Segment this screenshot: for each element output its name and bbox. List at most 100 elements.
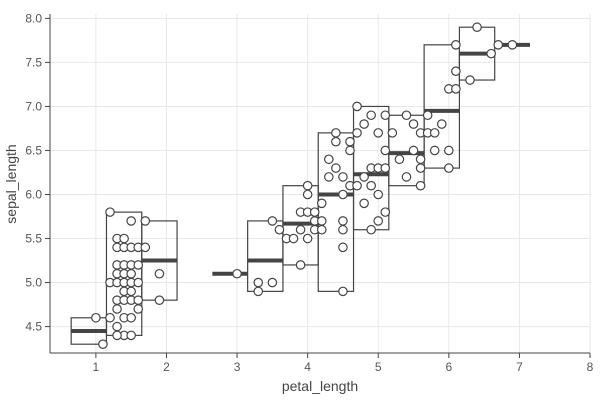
data-point [267, 277, 278, 288]
data-point [465, 75, 475, 85]
y-tick-label: 7.0 [25, 99, 42, 113]
y-tick-label: 5.0 [25, 276, 42, 290]
y-tick-label: 4.5 [25, 320, 42, 334]
data-point [366, 180, 376, 191]
data-point [316, 198, 327, 209]
data-point [267, 216, 278, 226]
data-point [112, 330, 122, 341]
data-point [331, 136, 341, 147]
x-tick-label: 2 [163, 360, 170, 374]
x-tick-label: 8 [587, 360, 594, 374]
data-point [133, 260, 144, 270]
data-point [401, 172, 412, 182]
y-axis-title: sepal_length [3, 144, 19, 223]
data-point [444, 145, 454, 156]
data-point [126, 268, 136, 279]
data-point [338, 216, 348, 226]
data-point [295, 224, 306, 235]
data-point [345, 145, 355, 156]
data-point [380, 110, 391, 121]
data-point [359, 172, 369, 182]
data-point [352, 180, 362, 191]
data-point [408, 119, 419, 129]
x-tick-label: 4 [304, 360, 311, 374]
data-point [133, 295, 144, 305]
data-point [274, 224, 285, 235]
data-point [486, 48, 496, 59]
data-point [429, 145, 440, 156]
data-point [338, 172, 348, 182]
data-point [338, 224, 348, 235]
data-point [112, 304, 122, 314]
data-point [126, 312, 136, 323]
data-point [359, 119, 369, 129]
data-point [112, 321, 122, 332]
data-point [331, 163, 341, 173]
data-point [401, 110, 412, 121]
x-tick-label: 7 [516, 360, 523, 374]
data-point [373, 216, 384, 226]
data-point [472, 22, 482, 33]
data-point [451, 40, 461, 50]
x-tick-label: 5 [375, 360, 382, 374]
data-point [415, 154, 426, 165]
data-point [338, 189, 348, 200]
data-point [338, 286, 348, 297]
axes: 1 2 3 4 5 6 7 8 4.5 5.0 5.5 6.0 6.5 7.0 7.5 8.0 [25, 11, 593, 374]
y-tick-label: 7.5 [25, 55, 42, 69]
data-point [345, 136, 355, 147]
data-point [105, 312, 115, 323]
data-point [380, 145, 391, 156]
data-point [133, 304, 144, 314]
data-point [380, 207, 391, 217]
x-tick-label: 3 [234, 360, 241, 374]
data-point [359, 198, 369, 209]
data-point [253, 277, 264, 288]
data-point [429, 128, 440, 138]
data-point [154, 268, 165, 279]
data-point [295, 260, 306, 270]
points [91, 22, 518, 349]
data-point [316, 216, 327, 226]
data-point [380, 163, 391, 173]
data-point [387, 128, 398, 138]
data-point [408, 145, 419, 156]
data-point [126, 286, 136, 297]
data-point [338, 242, 348, 253]
data-point [331, 128, 341, 138]
data-point [451, 84, 461, 94]
y-tick-label: 6.5 [25, 143, 42, 157]
data-point [366, 110, 376, 121]
data-point [324, 172, 334, 182]
data-point [126, 216, 136, 226]
data-point [140, 242, 151, 253]
data-point [105, 207, 115, 217]
data-point [302, 189, 313, 200]
data-point [316, 224, 327, 235]
data-point [507, 40, 518, 50]
data-point [91, 312, 101, 323]
data-point [133, 277, 144, 288]
data-point [302, 180, 313, 191]
x-axis-title: petal_length [282, 378, 358, 394]
data-point [366, 224, 376, 235]
data-point [415, 180, 426, 191]
grid [50, 14, 591, 353]
x-tick-label: 6 [445, 360, 452, 374]
data-point [352, 101, 362, 112]
data-point [126, 330, 136, 341]
x-tick-label: 1 [93, 360, 100, 374]
data-point [373, 189, 384, 200]
y-tick-label: 5.5 [25, 232, 42, 246]
data-point [493, 40, 504, 50]
data-point [232, 268, 242, 279]
data-point [309, 207, 320, 217]
box [423, 44, 461, 169]
data-point [302, 233, 313, 244]
data-point [451, 66, 461, 77]
data-point [373, 128, 384, 138]
data-point [415, 163, 426, 173]
data-point [436, 119, 447, 129]
data-point [422, 110, 433, 121]
